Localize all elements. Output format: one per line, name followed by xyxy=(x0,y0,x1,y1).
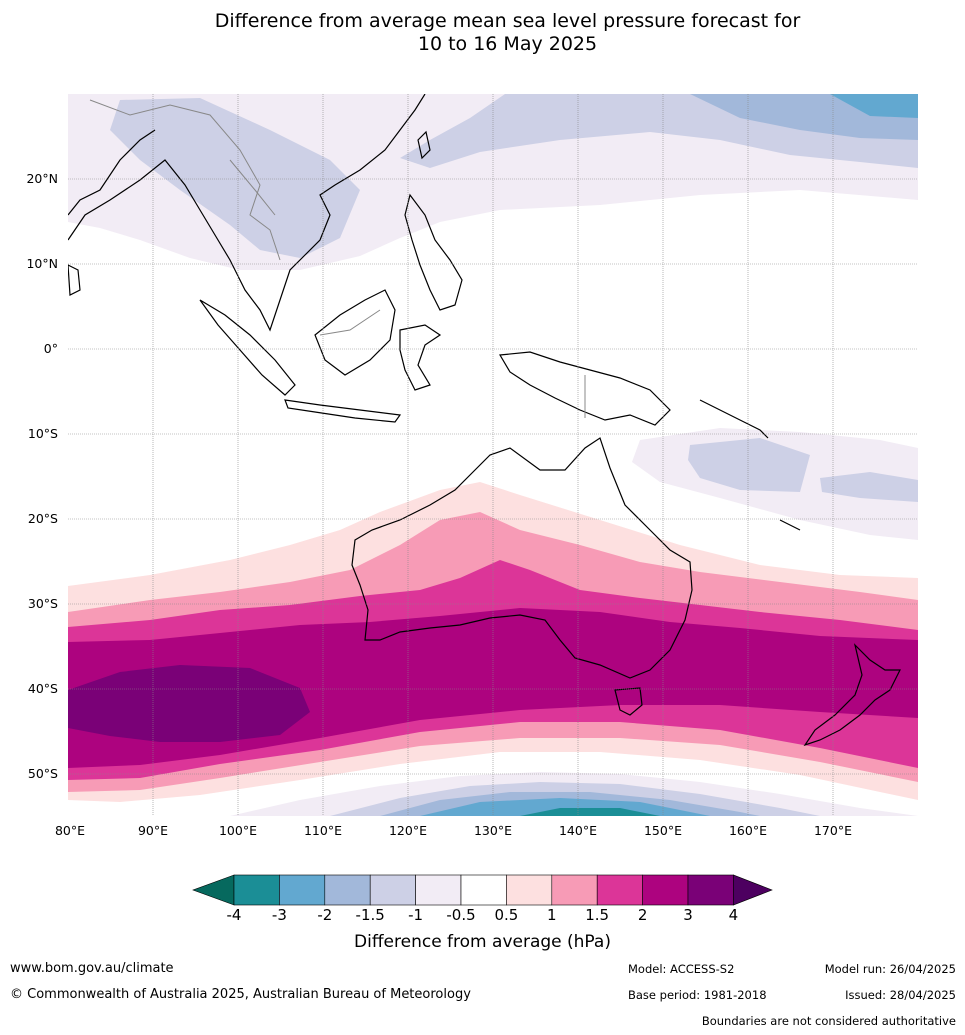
colorbar-swatch xyxy=(506,874,553,906)
neg-anomaly-pacific-3 xyxy=(820,472,918,502)
pos-anomaly-3 xyxy=(68,665,310,742)
lon-label-170e: 170°E xyxy=(813,823,852,838)
lat-label-10s: 10°S xyxy=(27,426,58,441)
lat-label-30s: 30°S xyxy=(27,596,58,611)
india-coastline xyxy=(68,129,156,216)
lon-label-150e: 150°E xyxy=(643,823,682,838)
colorbar-swatch xyxy=(642,874,689,906)
base-period: Base period: 1981-2018 xyxy=(628,988,767,1002)
model-run: Model run: 26/04/2025 xyxy=(824,962,956,976)
colorbar-tick-label: -4 xyxy=(226,906,242,924)
colorbar-tick-label: -2 xyxy=(317,906,333,924)
lat-label-0: 0° xyxy=(43,341,58,356)
asia-coastline xyxy=(68,94,426,332)
issued-date: Issued: 28/04/2025 xyxy=(845,988,956,1002)
neg-anomaly-north-5 xyxy=(830,94,918,118)
colorbar xyxy=(192,874,773,906)
lon-label-90e: 90°E xyxy=(137,823,169,838)
website-link[interactable]: www.bom.gov.au/climate xyxy=(10,961,174,976)
colorbar-tick-label: 1.5 xyxy=(585,906,610,924)
colorbar-tick-label: -1 xyxy=(408,906,424,924)
colorbar-swatch xyxy=(279,874,326,906)
lat-label-10n: 10°N xyxy=(26,256,58,271)
lon-label-80e: 80°E xyxy=(54,823,86,838)
colorbar-tick-label: 1 xyxy=(547,906,557,924)
colorbar-swatch xyxy=(460,874,507,906)
neg-anomaly-south-5 xyxy=(520,808,660,816)
colorbar-title: Difference from average (hPa) xyxy=(354,932,611,952)
sulawesi-coastline xyxy=(399,324,442,391)
model-name: Model: ACCESS-S2 xyxy=(628,962,735,976)
colorbar-swatch xyxy=(551,874,598,906)
lon-label-140e: 140°E xyxy=(558,823,597,838)
colorbar-swatch xyxy=(687,874,734,906)
australia-coastline xyxy=(351,437,693,679)
neg-anomaly-north-3 xyxy=(110,98,360,258)
colorbar-swatch xyxy=(369,874,416,906)
taiwan-coastline xyxy=(417,130,431,160)
lat-label-20n: 20°N xyxy=(26,171,58,186)
new-guinea-coastline xyxy=(499,351,671,426)
colorbar-tick-label: 2 xyxy=(637,906,648,924)
philippines-coastline xyxy=(404,193,463,311)
national-borders xyxy=(89,99,586,418)
lon-label-130e: 130°E xyxy=(473,823,512,838)
lat-label-40s: 40°S xyxy=(27,681,58,696)
lon-label-100e: 100°E xyxy=(218,823,257,838)
neg-anomaly-pacific-2 xyxy=(688,438,810,492)
colorbar-under-arrow xyxy=(192,874,235,906)
sri-lanka-coastline xyxy=(68,264,81,296)
lon-label-110e: 110°E xyxy=(303,823,342,838)
boundaries-disclaimer: Boundaries are not considered authoritat… xyxy=(701,1014,956,1028)
colorbar-tick-label: 4 xyxy=(728,906,739,924)
lon-label-120e: 120°E xyxy=(388,823,427,838)
title-line-1: Difference from average mean sea level p… xyxy=(214,10,801,32)
colorbar-tick-label: -3 xyxy=(271,906,287,924)
colorbar-swatch xyxy=(233,874,280,906)
colorbar-swatch xyxy=(596,874,643,906)
borneo-coastline xyxy=(314,289,396,376)
colorbar-tick-label: 3 xyxy=(683,906,693,924)
map-gridlines xyxy=(68,94,918,816)
lat-label-50s: 50°S xyxy=(27,766,58,781)
colorbar-swatch xyxy=(415,874,462,906)
new-zealand-coastline xyxy=(803,643,901,747)
colorbar-tick-label: 0.5 xyxy=(494,906,519,924)
colorbar-swatch xyxy=(324,874,371,906)
java-coastline xyxy=(284,399,402,423)
lat-label-20s: 20°S xyxy=(27,511,58,526)
tasmania-coastline xyxy=(614,687,643,716)
colorbar-tick-label: -0.5 xyxy=(446,906,476,924)
solomon-islands xyxy=(699,399,801,531)
sumatra-coastline xyxy=(199,299,296,396)
title-line-2: 10 to 16 May 2025 xyxy=(417,33,598,55)
lon-label-160e: 160°E xyxy=(728,823,767,838)
colorbar-over-arrow xyxy=(733,874,773,906)
colorbar-tick-label: -1.5 xyxy=(355,906,385,924)
copyright-text: © Commonwealth of Australia 2025, Austra… xyxy=(10,987,471,1002)
map-title: Difference from average mean sea level p… xyxy=(0,10,965,56)
